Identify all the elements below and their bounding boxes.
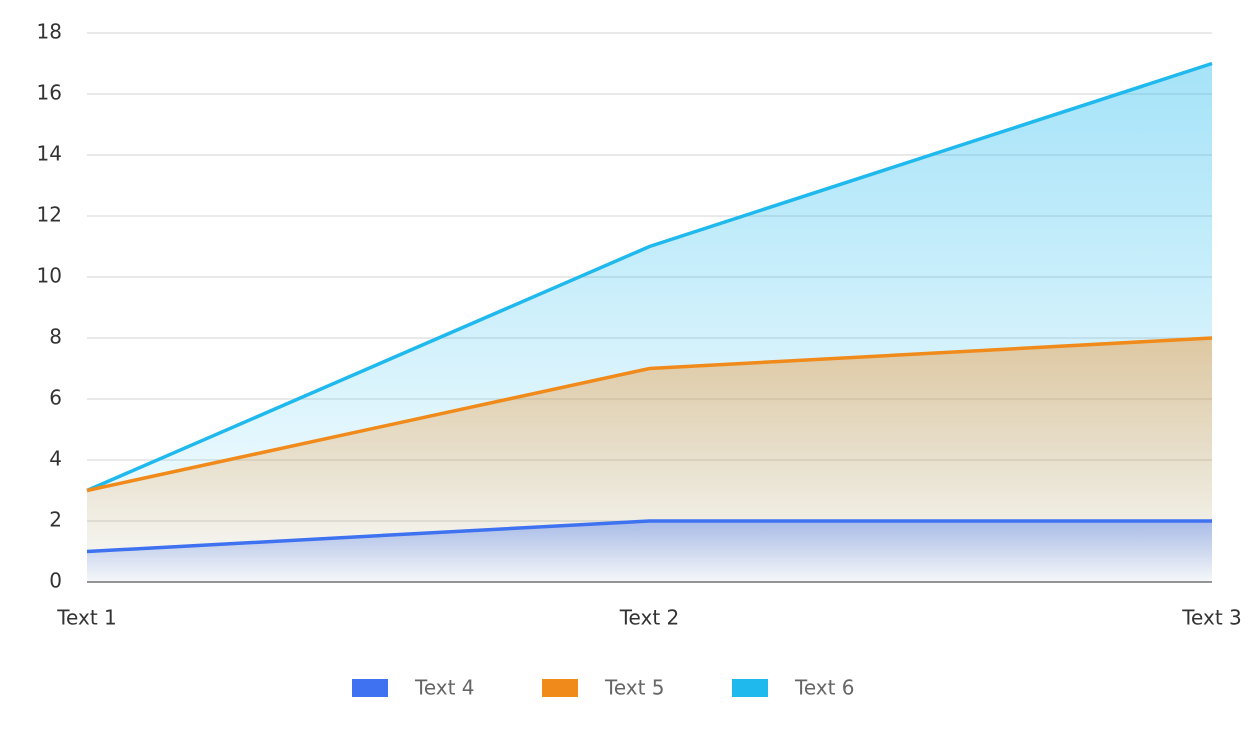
y-tick-label: 6 — [49, 386, 62, 410]
y-tick-label: 0 — [49, 569, 62, 593]
line — [86, 61, 1213, 493]
y-tick-label: 2 — [49, 508, 62, 532]
y-tick-label: 14 — [37, 142, 62, 166]
x-tick-label: Text 3 — [1181, 606, 1242, 630]
line — [86, 336, 1213, 493]
y-tick-label: 12 — [37, 203, 62, 227]
legend-label: Text 6 — [794, 676, 855, 700]
y-tick-label: 4 — [49, 447, 62, 471]
x-tick-label: Text 1 — [56, 606, 117, 630]
legend-label: Text 4 — [414, 676, 475, 700]
legend-swatch — [352, 679, 388, 697]
y-tick-label: 16 — [37, 81, 62, 105]
legend-swatch — [732, 679, 768, 697]
y-tick-label: 8 — [49, 325, 62, 349]
y-tick-label: 18 — [37, 20, 62, 44]
legend-label: Text 5 — [604, 676, 665, 700]
x-tick-label: Text 2 — [619, 606, 680, 630]
y-tick-label: 10 — [37, 264, 62, 288]
line — [86, 519, 1212, 554]
legend-swatch — [542, 679, 578, 697]
